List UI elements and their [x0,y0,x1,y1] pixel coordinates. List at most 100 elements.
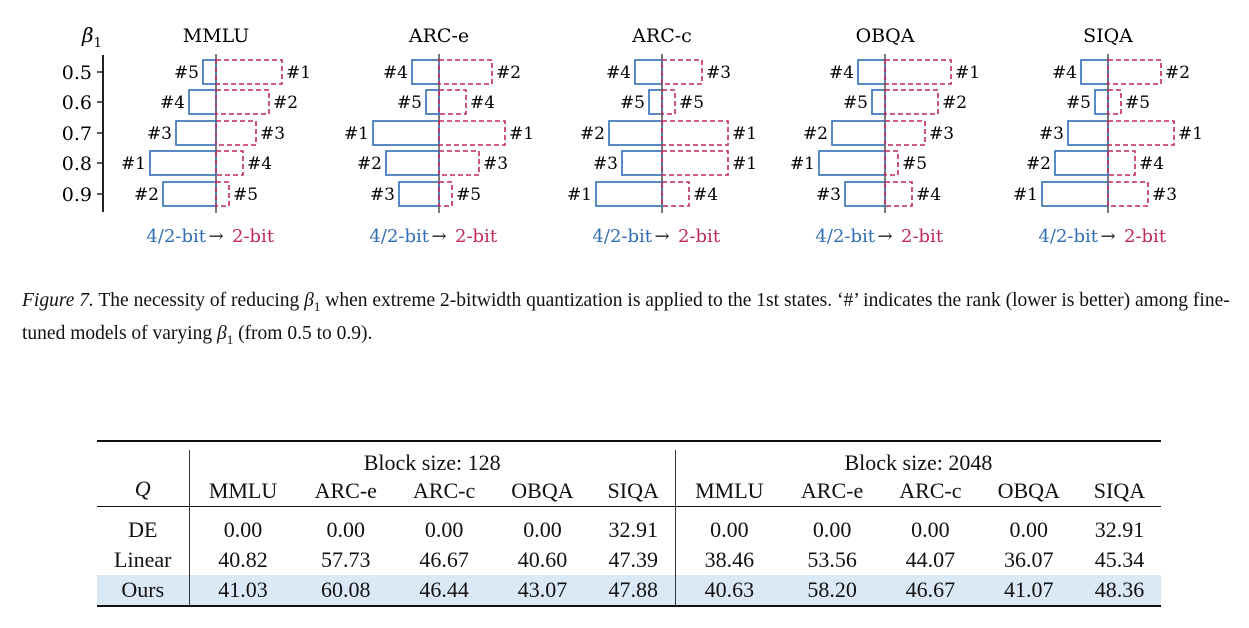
right-rank-label: #3 [260,124,285,144]
value-cell: 0.00 [812,517,852,542]
right-rank-bar [215,89,270,115]
right-rank-bar [1107,59,1162,85]
table-row: Linear 40.82 57.73 46.67 40.60 47.39 38.46 53.5… [97,545,1161,575]
rank-figure: β1 0.50.60.70.80.9 MMLU#5 #1#4 #2#3 #3#1 #4#… [62,23,1203,247]
panel-title: SIQA [1083,25,1133,47]
right-rank-bar [215,150,244,176]
value-cell: 41.07 [979,575,1078,606]
right-rank-bar [661,120,729,146]
right-rank-bar [1107,89,1122,115]
left-rank-bar [648,89,663,115]
value-cell: 40.63 [674,575,783,606]
value-cell: 57.73 [321,547,371,572]
left-rank-bar [818,150,886,176]
panel: SIQA#4 #2#5 #5#3 #1#2 #4#1 #34/2-bit → 2-bit [1013,25,1203,247]
left-rank-label: #4 [160,93,185,113]
panel: ARC-c#4 #3#5 #5#2 #1#3 #1#1 #44/2-bit → 2-bit [567,25,757,247]
right-rank-label: #2 [1165,63,1190,83]
value-cell: 32.91 [1094,517,1145,542]
legend-right: 2-bit [901,226,944,247]
left-rank-bar [831,120,886,146]
caption-label: Figure 7. [22,290,94,311]
panel: OBQA#4 #1#5 #2#2 #3#1 #5#3 #44/2-bit → 2-bit [790,25,980,247]
left-rank-bar [202,59,217,85]
left-rank-label: #5 [843,93,868,113]
caption-beta-2: β1 [216,322,234,347]
right-rank-label: #3 [483,154,508,174]
table-row: Ours 41.03 60.08 46.44 43.07 47.88 40.63 58.20 4… [97,575,1161,606]
left-rank-label: #2 [580,124,605,144]
value-cell: 46.67 [419,547,469,572]
col-header: OBQA [511,478,574,503]
right-rank-bar [438,89,467,115]
right-rank-bar [438,59,493,85]
y-tick-label: 0.8 [62,153,92,175]
left-rank-label: #3 [593,154,618,174]
y-tick-label: 0.9 [62,184,92,206]
right-rank-label: #4 [1139,154,1164,174]
left-rank-bar [608,120,663,146]
value-cell: 60.08 [296,575,395,606]
panel-title: ARC-e [408,25,469,47]
col-header: ARC-c [899,478,962,503]
right-rank-label: #1 [732,154,757,174]
left-rank-label: #5 [174,63,199,83]
left-rank-label: #4 [829,63,854,83]
caption-text-1: The necessity of reducing [93,290,305,311]
left-rank-bar [1041,181,1109,207]
beta-axis-label: β1 [81,23,102,51]
panel-title: ARC-c [631,25,692,47]
right-rank-label: #5 [456,185,481,205]
panel: ARC-e#4 #2#5 #4#1 #1#2 #3#3 #54/2-bit → 2-bit [344,25,534,247]
left-rank-bar [1080,59,1109,85]
y-tick-labels: 0.5 0.6 0.7 0.8 0.9 [62,62,103,206]
left-rank-label: #4 [606,63,631,83]
right-rank-label: #3 [929,124,954,144]
right-rank-bar [1107,181,1149,207]
right-rank-label: #5 [1125,93,1150,113]
figure-caption: Figure 7. The necessity of reducing β1 w… [22,287,1242,353]
right-rank-bar [884,89,939,115]
right-rank-bar [438,150,480,176]
right-rank-label: #3 [706,63,731,83]
right-rank-bar [438,120,506,146]
value-cell: 0.00 [1009,517,1049,542]
right-rank-label: #4 [693,185,718,205]
col-header: OBQA [997,478,1060,503]
left-rank-bar [871,89,886,115]
right-rank-label: #1 [732,124,757,144]
method-cell: Linear [114,547,172,572]
right-rank-bar [1107,150,1136,176]
panel-title: OBQA [856,25,915,47]
legend-right: 2-bit [678,226,721,247]
left-rank-bar [1067,120,1109,146]
value-cell: 0.00 [911,517,950,542]
left-rank-label: #2 [1026,154,1051,174]
left-rank-label: #3 [147,124,172,144]
legend-arrow: → [431,226,446,247]
value-cell: 46.44 [394,575,494,606]
col-header: MMLU [188,476,297,507]
legend-arrow: → [654,226,669,247]
group-header-2048: Block size: 2048 [674,450,1161,476]
right-rank-bar [884,150,899,176]
left-rank-bar [149,150,217,176]
right-rank-label: #1 [286,63,311,83]
value-cell: 0.00 [523,517,562,542]
left-rank-label: #2 [357,154,382,174]
left-rank-label: #1 [1013,185,1038,205]
legend-right: 2-bit [232,226,275,247]
left-rank-bar [844,181,886,207]
value-cell: 40.60 [517,547,568,572]
left-rank-label: #4 [383,63,408,83]
q-header: Q [134,476,151,501]
value-cell: 38.46 [674,545,783,575]
right-rank-label: #1 [509,124,534,144]
right-rank-bar [884,59,952,85]
right-rank-label: #1 [955,63,980,83]
legend-left: 4/2-bit [1038,226,1098,247]
col-header: ARC-e [314,478,377,503]
y-tick-label: 0.7 [62,123,92,145]
left-rank-bar [385,150,440,176]
right-rank-bar [884,181,913,207]
